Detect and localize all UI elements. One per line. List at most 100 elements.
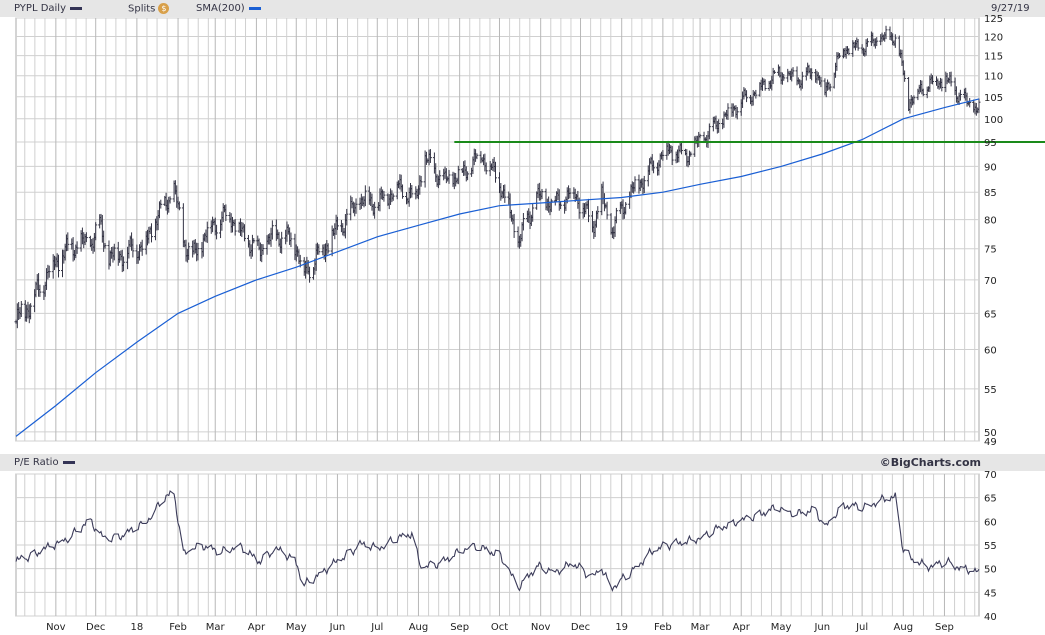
- price-bar: [326, 243, 330, 254]
- price-bar: [187, 242, 191, 260]
- price-bar: [112, 243, 116, 261]
- price-bar: [800, 71, 804, 89]
- sma-series: [15, 98, 980, 437]
- sma-swatch-icon: [248, 6, 261, 10]
- pe-tick-label: 55: [984, 541, 997, 552]
- price-bar: [763, 79, 767, 91]
- price-bar: [503, 184, 507, 203]
- pe-tick-label: 50: [984, 565, 997, 576]
- x-tick-label: 19: [615, 622, 628, 633]
- price-bar: [122, 256, 126, 272]
- price-bar: [521, 213, 525, 231]
- price-bar: [401, 184, 405, 199]
- price-tick-label: 55: [984, 385, 997, 396]
- pe-swatch-icon: [62, 460, 75, 464]
- price-tick-label: 85: [984, 188, 997, 199]
- x-tick-label: Mar: [691, 622, 711, 633]
- price-tick-label: 49: [984, 437, 997, 448]
- price-bar: [633, 176, 637, 192]
- x-tick-label: Jun: [813, 622, 830, 633]
- price-tick-label: 70: [984, 276, 997, 287]
- price-panel-header: PYPL Daily Splits $ SMA(200) 9/27/19: [0, 0, 1045, 17]
- price-bar: [354, 198, 358, 214]
- price-bar: [252, 238, 256, 244]
- price-bar: [466, 171, 470, 181]
- x-tick-label: May: [771, 622, 792, 633]
- x-tick-label: Nov: [46, 622, 66, 633]
- sma-line: [15, 98, 980, 437]
- x-tick-label: Sep: [935, 622, 954, 633]
- price-bar: [205, 221, 209, 243]
- price-bar: [317, 244, 321, 255]
- price-bar: [382, 190, 386, 202]
- symbol-swatch-icon: [70, 6, 83, 10]
- price-tick-label: 100: [984, 115, 1003, 126]
- pe-tick-label: 60: [984, 517, 997, 528]
- x-tick-label: Aug: [894, 622, 914, 633]
- price-bar: [233, 219, 237, 236]
- price-bar: [531, 203, 535, 222]
- splits-label: Splits: [128, 3, 156, 15]
- price-bar: [735, 106, 739, 120]
- pe-series: [15, 490, 980, 593]
- x-tick-label: Jul: [855, 622, 868, 633]
- pe-label: P/E Ratio: [14, 457, 59, 468]
- price-bar: [745, 90, 749, 103]
- price-bar: [875, 37, 879, 47]
- price-bar: [38, 284, 42, 297]
- price-bar: [977, 98, 981, 113]
- x-tick-label: Apr: [733, 622, 751, 633]
- price-bar: [196, 242, 200, 261]
- price-tick-label: 95: [984, 138, 997, 149]
- price-tick-label: 90: [984, 162, 997, 173]
- price-bar: [689, 151, 693, 157]
- price-tick-label: 80: [984, 216, 997, 227]
- price-bar: [438, 170, 442, 186]
- pe-tick-label: 65: [984, 494, 997, 505]
- price-bar: [884, 25, 888, 40]
- price-bar: [586, 198, 590, 223]
- price-bar: [679, 141, 683, 155]
- sma-legend: SMA(200): [196, 3, 261, 14]
- x-tick-label: Jun: [329, 622, 346, 633]
- price-bar: [931, 75, 935, 85]
- price-bar: [652, 160, 656, 174]
- x-tick-label: Mar: [206, 622, 226, 633]
- price-bar: [494, 161, 498, 183]
- price-bar: [540, 188, 544, 200]
- price-bar: [893, 34, 897, 48]
- price-bar: [84, 232, 88, 243]
- price-bar: [568, 188, 572, 199]
- price-bar: [661, 150, 665, 161]
- symbol-label: PYPL Daily: [14, 3, 67, 14]
- price-bar: [670, 146, 674, 166]
- price-bar: [577, 197, 581, 219]
- price-bar: [847, 48, 851, 56]
- price-bar: [865, 38, 869, 47]
- price-bar: [912, 95, 916, 105]
- price-bar: [447, 169, 451, 184]
- x-tick-label: Nov: [531, 622, 551, 633]
- price-bar: [131, 238, 135, 258]
- price-bar: [177, 201, 181, 211]
- price-bar: [94, 222, 98, 241]
- price-bar: [642, 175, 646, 194]
- x-tick-label: May: [286, 622, 307, 633]
- price-bar: [856, 39, 860, 51]
- x-tick-label: Feb: [169, 622, 187, 633]
- price-bar: [717, 119, 721, 133]
- price-bar: [140, 239, 144, 256]
- price-bar: [373, 201, 377, 219]
- price-bar: [159, 199, 163, 209]
- price-bar: [419, 175, 423, 187]
- chart-date: 9/27/19: [991, 3, 1030, 14]
- dollar-badge-icon: $: [158, 3, 170, 14]
- symbol-legend: PYPL Daily: [14, 3, 83, 14]
- x-tick-label: Aug: [409, 622, 429, 633]
- price-bar: [819, 76, 823, 88]
- price-bar: [791, 67, 795, 77]
- price-tick-label: 115: [984, 52, 1003, 63]
- price-bar: [903, 70, 907, 82]
